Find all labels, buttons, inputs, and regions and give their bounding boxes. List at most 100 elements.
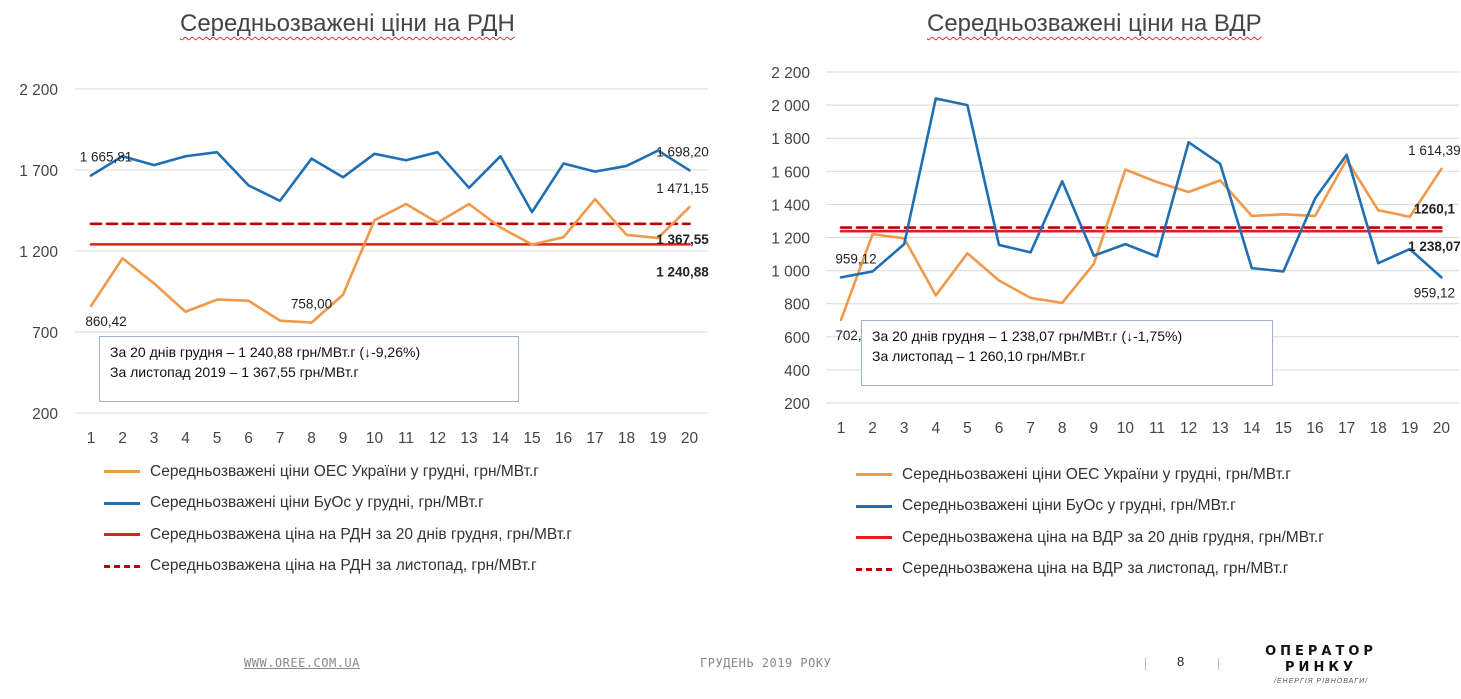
- vdr-legend-swatch: [856, 567, 892, 571]
- rdn-note-line-2: За листопад 2019 – 1 367,55 грн/МВт.г: [110, 364, 359, 380]
- vdr-y-tick-label: 200: [784, 396, 810, 413]
- rdn-data-label: 860,42: [85, 314, 126, 329]
- vdr-x-tick-label: 16: [1306, 420, 1323, 437]
- vdr-series-line-2: [839, 97, 1443, 279]
- vdr-y-tick-label: 400: [784, 363, 810, 380]
- vdr-x-tick-label: 8: [1058, 420, 1067, 437]
- rdn-y-tick-label: 200: [32, 406, 58, 423]
- vdr-y-tick-label: 1 000: [771, 264, 810, 281]
- vdr-note-line-2: За листопад – 1 260,10 грн/МВт.г: [872, 348, 1086, 364]
- vdr-x-tick-label: 15: [1275, 420, 1292, 437]
- vdr-x-tick-label: 20: [1433, 420, 1451, 437]
- rdn-x-tick-label: 5: [213, 430, 222, 447]
- vdr-legend-swatch: [856, 473, 892, 477]
- vdr-legend-item: Середньозважені ціни БуОс у грудні, грн/…: [856, 491, 1324, 523]
- rdn-y-tick-label: 1 200: [19, 244, 58, 261]
- vdr-legend-swatch: [856, 504, 892, 508]
- vdr-x-tick-label: 18: [1370, 420, 1387, 437]
- rdn-chart-title: Середньозважені ціни на РДН: [180, 10, 515, 37]
- vdr-legend-item: Середньозважена ціна на ВДР за листопад,…: [856, 554, 1324, 586]
- rdn-chart-panel: Середньозважені ціни на РДН 2 200 1 700 1 …: [0, 0, 730, 600]
- rdn-legend-item: Середньозважені ціни ОЕС України у грудн…: [104, 456, 572, 488]
- rdn-x-tick-label: 2: [118, 430, 127, 447]
- vdr-y-tick-label: 2 000: [771, 98, 810, 115]
- vdr-legend-label: Середньозважена ціна на ВДР за листопад,…: [902, 560, 1289, 578]
- rdn-x-tick-label: 6: [244, 430, 253, 447]
- rdn-legend-label: Середньозважені ціни ОЕС України у грудн…: [150, 462, 539, 480]
- rdn-legend-item: Середньозважені ціни БуОс у грудні, грн/…: [104, 488, 572, 520]
- vdr-x-tick-label: 14: [1243, 420, 1261, 437]
- vdr-legend-item: Середньозважена ціна на ВДР за 20 днів г…: [856, 522, 1324, 554]
- vdr-x-tick-label: 4: [931, 420, 940, 437]
- vdr-data-label: 1 614,39: [1408, 143, 1461, 158]
- rdn-legend: Середньозважені ціни ОЕС України у грудн…: [104, 456, 572, 582]
- vdr-y-tick-label: 1 200: [771, 231, 810, 248]
- rdn-legend-swatch: [104, 470, 140, 474]
- vdr-note-box: За 20 днів грудня – 1 238,07 грн/МВт.г (…: [861, 320, 1273, 386]
- logo-line-2: РИНКУ: [1285, 660, 1357, 675]
- page-number: 8: [1177, 654, 1185, 669]
- vdr-legend-item: Середньозважені ціни ОЕС України у грудн…: [856, 459, 1324, 491]
- vdr-legend-label: Середньозважені ціни ОЕС України у грудн…: [902, 465, 1291, 483]
- vdr-x-tick-label: 13: [1212, 420, 1229, 437]
- rdn-note-line-1: За 20 днів грудня – 1 240,88 грн/МВт.г (…: [110, 344, 421, 360]
- rdn-x-tick-label: 10: [366, 430, 384, 447]
- vdr-y-tick-label: 1 600: [771, 164, 810, 181]
- vdr-x-tick-label: 11: [1149, 420, 1165, 437]
- vdr-chart-panel: Середньозважені ціни на ВДР 2 200 2 000 1 …: [730, 0, 1461, 600]
- rdn-y-tick-label: 2 200: [19, 82, 58, 99]
- rdn-data-label: 1 240,88: [656, 264, 709, 279]
- rdn-x-tick-label: 15: [523, 430, 540, 447]
- rdn-x-tick-label: 1: [87, 430, 96, 447]
- vdr-legend-label: Середньозважена ціна на ВДР за 20 днів г…: [902, 528, 1324, 546]
- vdr-data-label: 959,12: [835, 251, 876, 266]
- rdn-x-tick-label: 7: [276, 430, 285, 447]
- rdn-x-tick-label: 3: [150, 430, 159, 447]
- logo-tagline: /ЕНЕРГІЯ РІВНОВАГИ/: [1273, 678, 1369, 685]
- vdr-y-tick-label: 2 200: [771, 65, 810, 82]
- vdr-y-tick-label: 1 800: [771, 131, 810, 148]
- vdr-x-tick-label: 12: [1180, 420, 1197, 437]
- vdr-chart-title: Середньозважені ціни на ВДР: [927, 10, 1262, 37]
- rdn-x-tick-label: 9: [339, 430, 348, 447]
- rdn-note-box: За 20 днів грудня – 1 240,88 грн/МВт.г (…: [99, 336, 519, 402]
- rdn-legend-swatch: [104, 533, 140, 537]
- rdn-x-tick-label: 16: [555, 430, 572, 447]
- rdn-legend-label: Середньозважена ціна на РДН за 20 днів г…: [150, 525, 573, 543]
- vdr-x-tick-label: 17: [1338, 420, 1355, 437]
- vdr-data-label: 1260,1: [1414, 202, 1456, 217]
- vdr-data-label: 1 238,07: [1408, 239, 1461, 254]
- rdn-series-line-2: [89, 149, 691, 214]
- vdr-y-tick-label: 1 400: [771, 197, 810, 214]
- rdn-series-line-1: [89, 197, 691, 324]
- vdr-y-tick-label: 600: [784, 330, 810, 347]
- vdr-x-tick-label: 10: [1117, 420, 1135, 437]
- rdn-x-tick-label: 19: [649, 430, 666, 447]
- footer-divider: [1218, 658, 1219, 670]
- rdn-x-tick-label: 14: [492, 430, 510, 447]
- footer-divider: [1145, 658, 1146, 670]
- vdr-x-tick-label: 7: [1026, 420, 1035, 437]
- vdr-note-line-1: За 20 днів грудня – 1 238,07 грн/МВт.г (…: [872, 328, 1183, 344]
- rdn-legend-item: Середньозважена ціна на РДН за листопад,…: [104, 551, 572, 583]
- rdn-x-tick-label: 12: [429, 430, 446, 447]
- footer-website-link[interactable]: WWW.OREE.COM.UA: [244, 656, 360, 670]
- vdr-x-tick-label: 9: [1089, 420, 1098, 437]
- rdn-x-tick-label: 18: [618, 430, 635, 447]
- vdr-x-tick-label: 6: [995, 420, 1004, 437]
- rdn-data-label: 1 665,81: [80, 150, 133, 165]
- vdr-y-tick-label: 800: [784, 297, 810, 314]
- vdr-data-label: 959,12: [1414, 285, 1455, 300]
- rdn-legend-label: Середньозважена ціна на РДН за листопад,…: [150, 557, 537, 575]
- rdn-data-label: 1 367,55: [656, 232, 709, 247]
- logo-line-1: ОПЕРАТОР: [1265, 644, 1377, 659]
- rdn-legend-swatch: [104, 564, 140, 568]
- footer-period: ГРУДЕНЬ 2019 РОКУ: [700, 656, 832, 670]
- vdr-x-tick-label: 5: [963, 420, 972, 437]
- vdr-x-tick-label: 1: [837, 420, 846, 437]
- rdn-x-tick-label: 4: [181, 430, 190, 447]
- vdr-x-tick-label: 2: [868, 420, 877, 437]
- rdn-data-label: 1 471,15: [656, 181, 709, 196]
- rdn-y-tick-label: 700: [32, 325, 58, 342]
